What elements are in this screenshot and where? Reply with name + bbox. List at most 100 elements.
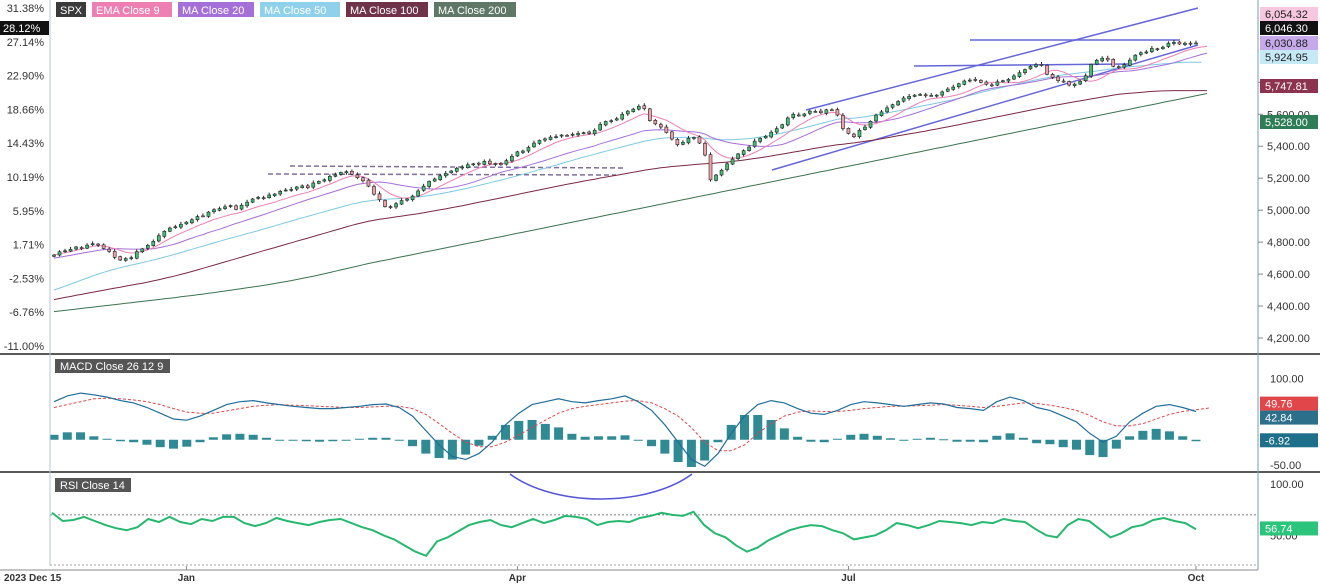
- price-tick-label: 5,000.00: [1267, 205, 1310, 217]
- candle-up: [317, 181, 321, 184]
- macd-histogram-bar: [1018, 437, 1028, 440]
- legend-label: SPX: [60, 5, 83, 17]
- candle-up: [636, 105, 641, 110]
- macd-histogram-bar: [633, 439, 643, 441]
- candle-down: [96, 243, 100, 246]
- legend-chip: [178, 2, 254, 17]
- candle-up: [173, 226, 178, 229]
- axes: 4,200.00 4,400.00 4,600.00 4,800.00 5,000.00…: [4, 3, 1310, 584]
- macd-histogram-bar: [514, 420, 524, 440]
- macd-value-tag: [1260, 433, 1318, 448]
- candle-down: [234, 205, 238, 210]
- macd-histogram-bar: [779, 428, 789, 440]
- legend-item[interactable]: EMA Close 9: [92, 2, 172, 17]
- legend-item[interactable]: SPX: [56, 2, 86, 17]
- price-tag-label: 5,924.95: [1265, 52, 1308, 64]
- legend-item[interactable]: MA Close 20: [178, 2, 254, 17]
- candle-up: [289, 189, 294, 191]
- candle-up: [780, 124, 785, 129]
- macd-tick-label: 100.00: [1270, 374, 1304, 386]
- candle-up: [1183, 42, 1187, 45]
- price-tag: [1260, 50, 1318, 64]
- candle-up: [929, 95, 933, 97]
- candle-up: [620, 113, 625, 120]
- macd-histogram-bar: [354, 438, 364, 440]
- candle-up: [918, 94, 922, 96]
- macd-histogram-bar: [673, 439, 683, 463]
- candle-down: [1045, 65, 1049, 75]
- macd-signal-line: [53, 397, 1210, 452]
- legend-item[interactable]: MA Close 50: [260, 2, 340, 17]
- macd-histogram-bar: [275, 439, 285, 441]
- candle-down: [1116, 66, 1121, 68]
- candle-down: [201, 215, 205, 218]
- candle-up: [179, 223, 183, 228]
- macd-value-tag: [1260, 396, 1318, 411]
- candle-up: [752, 140, 757, 147]
- percent-tick-label: 14.43%: [7, 138, 45, 150]
- candle-up: [239, 204, 244, 210]
- rsi-current-tag: [1260, 521, 1318, 536]
- pane-dividers: [0, 0, 1320, 571]
- candle-up: [339, 172, 343, 175]
- macd-histogram-bar: [315, 439, 325, 442]
- candle-up: [223, 206, 227, 209]
- candle-up: [1072, 83, 1077, 86]
- candle-up: [736, 153, 740, 160]
- macd-histogram-bar: [554, 427, 564, 440]
- candle-down: [79, 247, 84, 249]
- macd-histogram-bar: [155, 439, 165, 448]
- macd-histogram-bar: [89, 436, 99, 440]
- candle-up: [554, 136, 558, 138]
- price-tick-label: 4,800.00: [1267, 237, 1310, 249]
- macd-histogram-bar: [169, 439, 179, 449]
- horizontal-resistance-1: [913, 63, 1131, 67]
- candle-up: [714, 174, 718, 181]
- price-tag-label: 5,528.00: [1265, 117, 1308, 129]
- candle-up: [432, 178, 437, 182]
- candle-up: [614, 118, 619, 121]
- macd-histogram-bar: [1032, 439, 1042, 444]
- legend-chip: [346, 2, 428, 17]
- candle-up: [283, 189, 288, 192]
- candle-up: [57, 251, 62, 256]
- candle-up: [311, 182, 316, 188]
- candle-down: [653, 120, 658, 125]
- candle-down: [852, 133, 856, 137]
- candle-up: [140, 248, 145, 253]
- candle-down: [388, 206, 393, 208]
- macd-histogram-bar: [793, 436, 803, 440]
- candle-up: [896, 101, 900, 106]
- macd-histogram-bar: [1085, 439, 1095, 456]
- candle-down: [476, 162, 481, 165]
- ma200-line: [53, 93, 1208, 313]
- candle-up: [686, 137, 691, 144]
- candle-up: [405, 198, 409, 201]
- candle-up: [333, 174, 338, 177]
- candle-down: [708, 154, 713, 181]
- candle-up: [168, 227, 172, 232]
- price-tags: 28.12% 56.74 49.76 42.84 -6.92 6,054.32 6,046.…: [0, 7, 1318, 536]
- candle-up: [747, 146, 751, 152]
- rsi-pane: [50, 473, 1258, 566]
- macd-histogram-bar: [195, 439, 205, 443]
- rsi-tick-label: 100.00: [1270, 479, 1304, 491]
- candle-up: [256, 197, 260, 199]
- candle-up: [1155, 48, 1160, 51]
- legend-item[interactable]: MA Close 200: [434, 2, 516, 17]
- candle-down: [118, 256, 123, 261]
- macd-histogram-bar: [487, 435, 497, 440]
- candle-down: [664, 126, 669, 133]
- candle-up: [912, 94, 917, 97]
- price-tick-label: 4,400.00: [1267, 301, 1310, 313]
- candle-down: [1188, 42, 1193, 45]
- legend[interactable]: MACD Close 26 12 9 RSI Close 14 SPX EMA Clo…: [55, 2, 516, 492]
- candle-up: [85, 244, 89, 249]
- ma20-line: [53, 52, 1208, 259]
- candle-up: [162, 230, 167, 237]
- dashed-support-1: [289, 165, 627, 169]
- candle-up: [725, 163, 729, 170]
- macd-value-label: 49.76: [1265, 399, 1293, 411]
- legend-item[interactable]: MA Close 100: [346, 2, 428, 17]
